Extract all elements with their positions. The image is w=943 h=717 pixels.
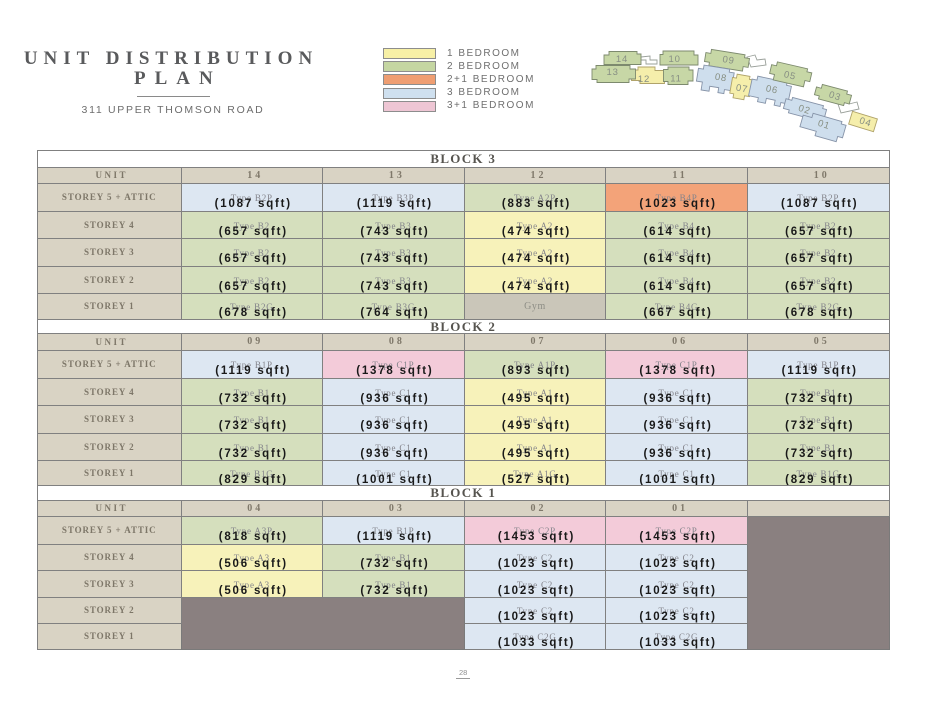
svg-text:11: 11 xyxy=(670,74,681,85)
svg-text:03: 03 xyxy=(827,89,842,103)
svg-text:08: 08 xyxy=(714,72,728,85)
svg-text:01: 01 xyxy=(816,118,831,132)
svg-text:12: 12 xyxy=(638,74,650,85)
svg-text:14: 14 xyxy=(616,54,628,65)
svg-text:13: 13 xyxy=(607,67,619,78)
svg-text:09: 09 xyxy=(722,54,736,67)
svg-text:04: 04 xyxy=(858,115,873,129)
svg-text:06: 06 xyxy=(765,83,779,96)
svg-text:10: 10 xyxy=(669,54,681,65)
svg-text:07: 07 xyxy=(735,83,749,96)
svg-text:02: 02 xyxy=(797,103,812,117)
svg-text:05: 05 xyxy=(783,69,797,82)
